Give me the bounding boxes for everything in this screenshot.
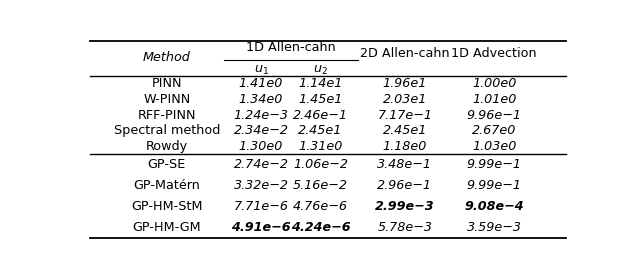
Text: $u_1$: $u_1$: [253, 64, 269, 77]
Text: 1.06e−2: 1.06e−2: [293, 158, 348, 171]
Text: Method: Method: [143, 51, 191, 64]
Text: 4.24e−6: 4.24e−6: [291, 221, 350, 234]
Text: 2.45e1: 2.45e1: [383, 124, 427, 137]
Text: 1.14e1: 1.14e1: [298, 78, 343, 90]
Text: 1.03e0: 1.03e0: [472, 140, 516, 153]
Text: 2.45e1: 2.45e1: [298, 124, 343, 137]
Text: 9.08e−4: 9.08e−4: [465, 200, 524, 213]
Text: 1.96e1: 1.96e1: [383, 78, 427, 90]
Text: 4.76e−6: 4.76e−6: [293, 200, 348, 213]
Text: 5.78e−3: 5.78e−3: [378, 221, 433, 234]
Text: 1.18e0: 1.18e0: [383, 140, 427, 153]
Text: 3.59e−3: 3.59e−3: [467, 221, 522, 234]
Text: 2D Allen-cahn: 2D Allen-cahn: [360, 47, 450, 60]
Text: 1.01e0: 1.01e0: [472, 93, 516, 106]
Text: Spectral method: Spectral method: [114, 124, 220, 137]
Text: 9.96e−1: 9.96e−1: [467, 109, 522, 122]
Text: 9.99e−1: 9.99e−1: [467, 158, 522, 171]
Text: 1.34e0: 1.34e0: [239, 93, 284, 106]
Text: 1D Allen-cahn: 1D Allen-cahn: [246, 41, 335, 54]
Text: 1.00e0: 1.00e0: [472, 78, 516, 90]
Text: GP-SE: GP-SE: [148, 158, 186, 171]
Text: 2.96e−1: 2.96e−1: [378, 179, 433, 192]
Text: 3.48e−1: 3.48e−1: [378, 158, 433, 171]
Text: 1.41e0: 1.41e0: [239, 78, 284, 90]
Text: 2.67e0: 2.67e0: [472, 124, 516, 137]
Text: 2.99e−3: 2.99e−3: [375, 200, 435, 213]
Text: GP-HM-GM: GP-HM-GM: [132, 221, 201, 234]
Text: RFF-PINN: RFF-PINN: [138, 109, 196, 122]
Text: 2.46e−1: 2.46e−1: [293, 109, 348, 122]
Text: 1.31e0: 1.31e0: [298, 140, 343, 153]
Text: 9.99e−1: 9.99e−1: [467, 179, 522, 192]
Text: 7.71e−6: 7.71e−6: [234, 200, 289, 213]
Text: 1.30e0: 1.30e0: [239, 140, 284, 153]
Text: 4.91e−6: 4.91e−6: [231, 221, 291, 234]
Text: 1.24e−3: 1.24e−3: [234, 109, 289, 122]
Text: 1D Advection: 1D Advection: [451, 47, 537, 60]
Text: 5.16e−2: 5.16e−2: [293, 179, 348, 192]
Text: 2.34e−2: 2.34e−2: [234, 124, 289, 137]
Text: GP-Matérn: GP-Matérn: [133, 179, 200, 192]
Text: W-PINN: W-PINN: [143, 93, 191, 106]
Text: GP-HM-StM: GP-HM-StM: [131, 200, 202, 213]
Text: $u_2$: $u_2$: [313, 64, 328, 77]
Text: 3.32e−2: 3.32e−2: [234, 179, 289, 192]
Text: 1.45e1: 1.45e1: [298, 93, 343, 106]
Text: Rowdy: Rowdy: [146, 140, 188, 153]
Text: 2.03e1: 2.03e1: [383, 93, 427, 106]
Text: PINN: PINN: [152, 78, 182, 90]
Text: 2.74e−2: 2.74e−2: [234, 158, 289, 171]
Text: 7.17e−1: 7.17e−1: [378, 109, 433, 122]
